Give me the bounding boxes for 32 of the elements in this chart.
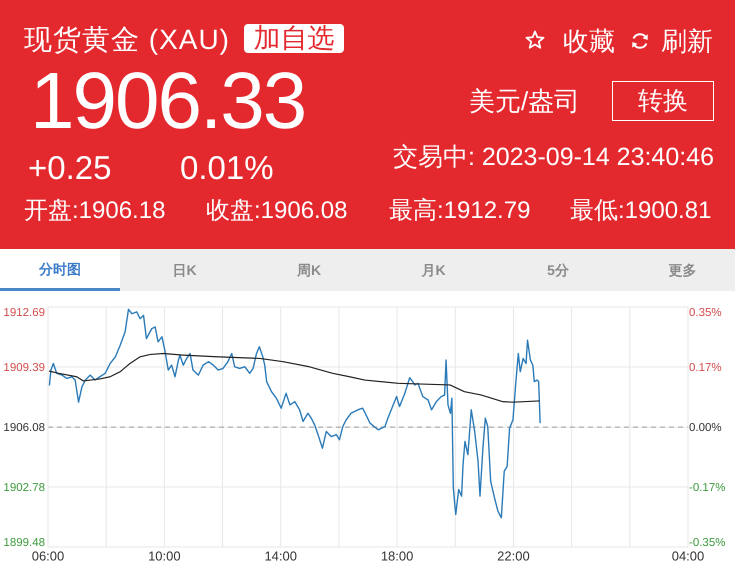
y2-tick-label: 0.35% [689, 307, 722, 320]
text: 美元/盎司 [469, 86, 580, 116]
button: 转换 [612, 81, 714, 121]
text: 开盘:1906.18 [24, 197, 166, 224]
text: 1906.33 [30, 56, 306, 145]
y-tick-label: 1912.69 [3, 307, 45, 320]
x-tick-label: 18:00 [380, 548, 414, 564]
text: +0.25 [28, 149, 112, 186]
x-tick-label: 22:00 [497, 548, 530, 564]
x-tick-label: 04:00 [672, 548, 704, 564]
text: 刷新 [661, 26, 713, 56]
text: 最高:1912.79 [389, 197, 530, 224]
text: 收藏 [563, 26, 615, 56]
y2-tick-label: 0.00% [689, 422, 722, 434]
y2-tick-label: -0.17% [689, 482, 726, 494]
x-tick-label: 14:00 [264, 548, 297, 564]
text: 最低:1900.81 [570, 197, 712, 224]
tab-bar: 分时图 日K 周K 月K 5分 更多 [0, 249, 735, 291]
y-tick-label: 1909.39 [3, 362, 45, 374]
x-tick-label: 06:00 [32, 548, 64, 564]
y2-tick-label: -0.35% [689, 537, 726, 550]
text: 收盘:1906.08 [206, 197, 348, 224]
x-tick-label: 10:00 [148, 548, 181, 564]
text: 0.01% [180, 149, 274, 186]
y-tick-label: 1899.48 [3, 537, 45, 550]
y2-tick-label: 0.17% [689, 362, 722, 374]
text: 交易中: 2023-09-14 23:40:46 [392, 143, 714, 171]
y-tick-label: 1902.78 [3, 482, 45, 494]
text: 现货黄金 (XAU) [24, 24, 230, 55]
y-tick-label: 1906.08 [3, 422, 45, 434]
button: 加自选 [244, 24, 344, 53]
tab: 分时图 [0, 249, 120, 291]
